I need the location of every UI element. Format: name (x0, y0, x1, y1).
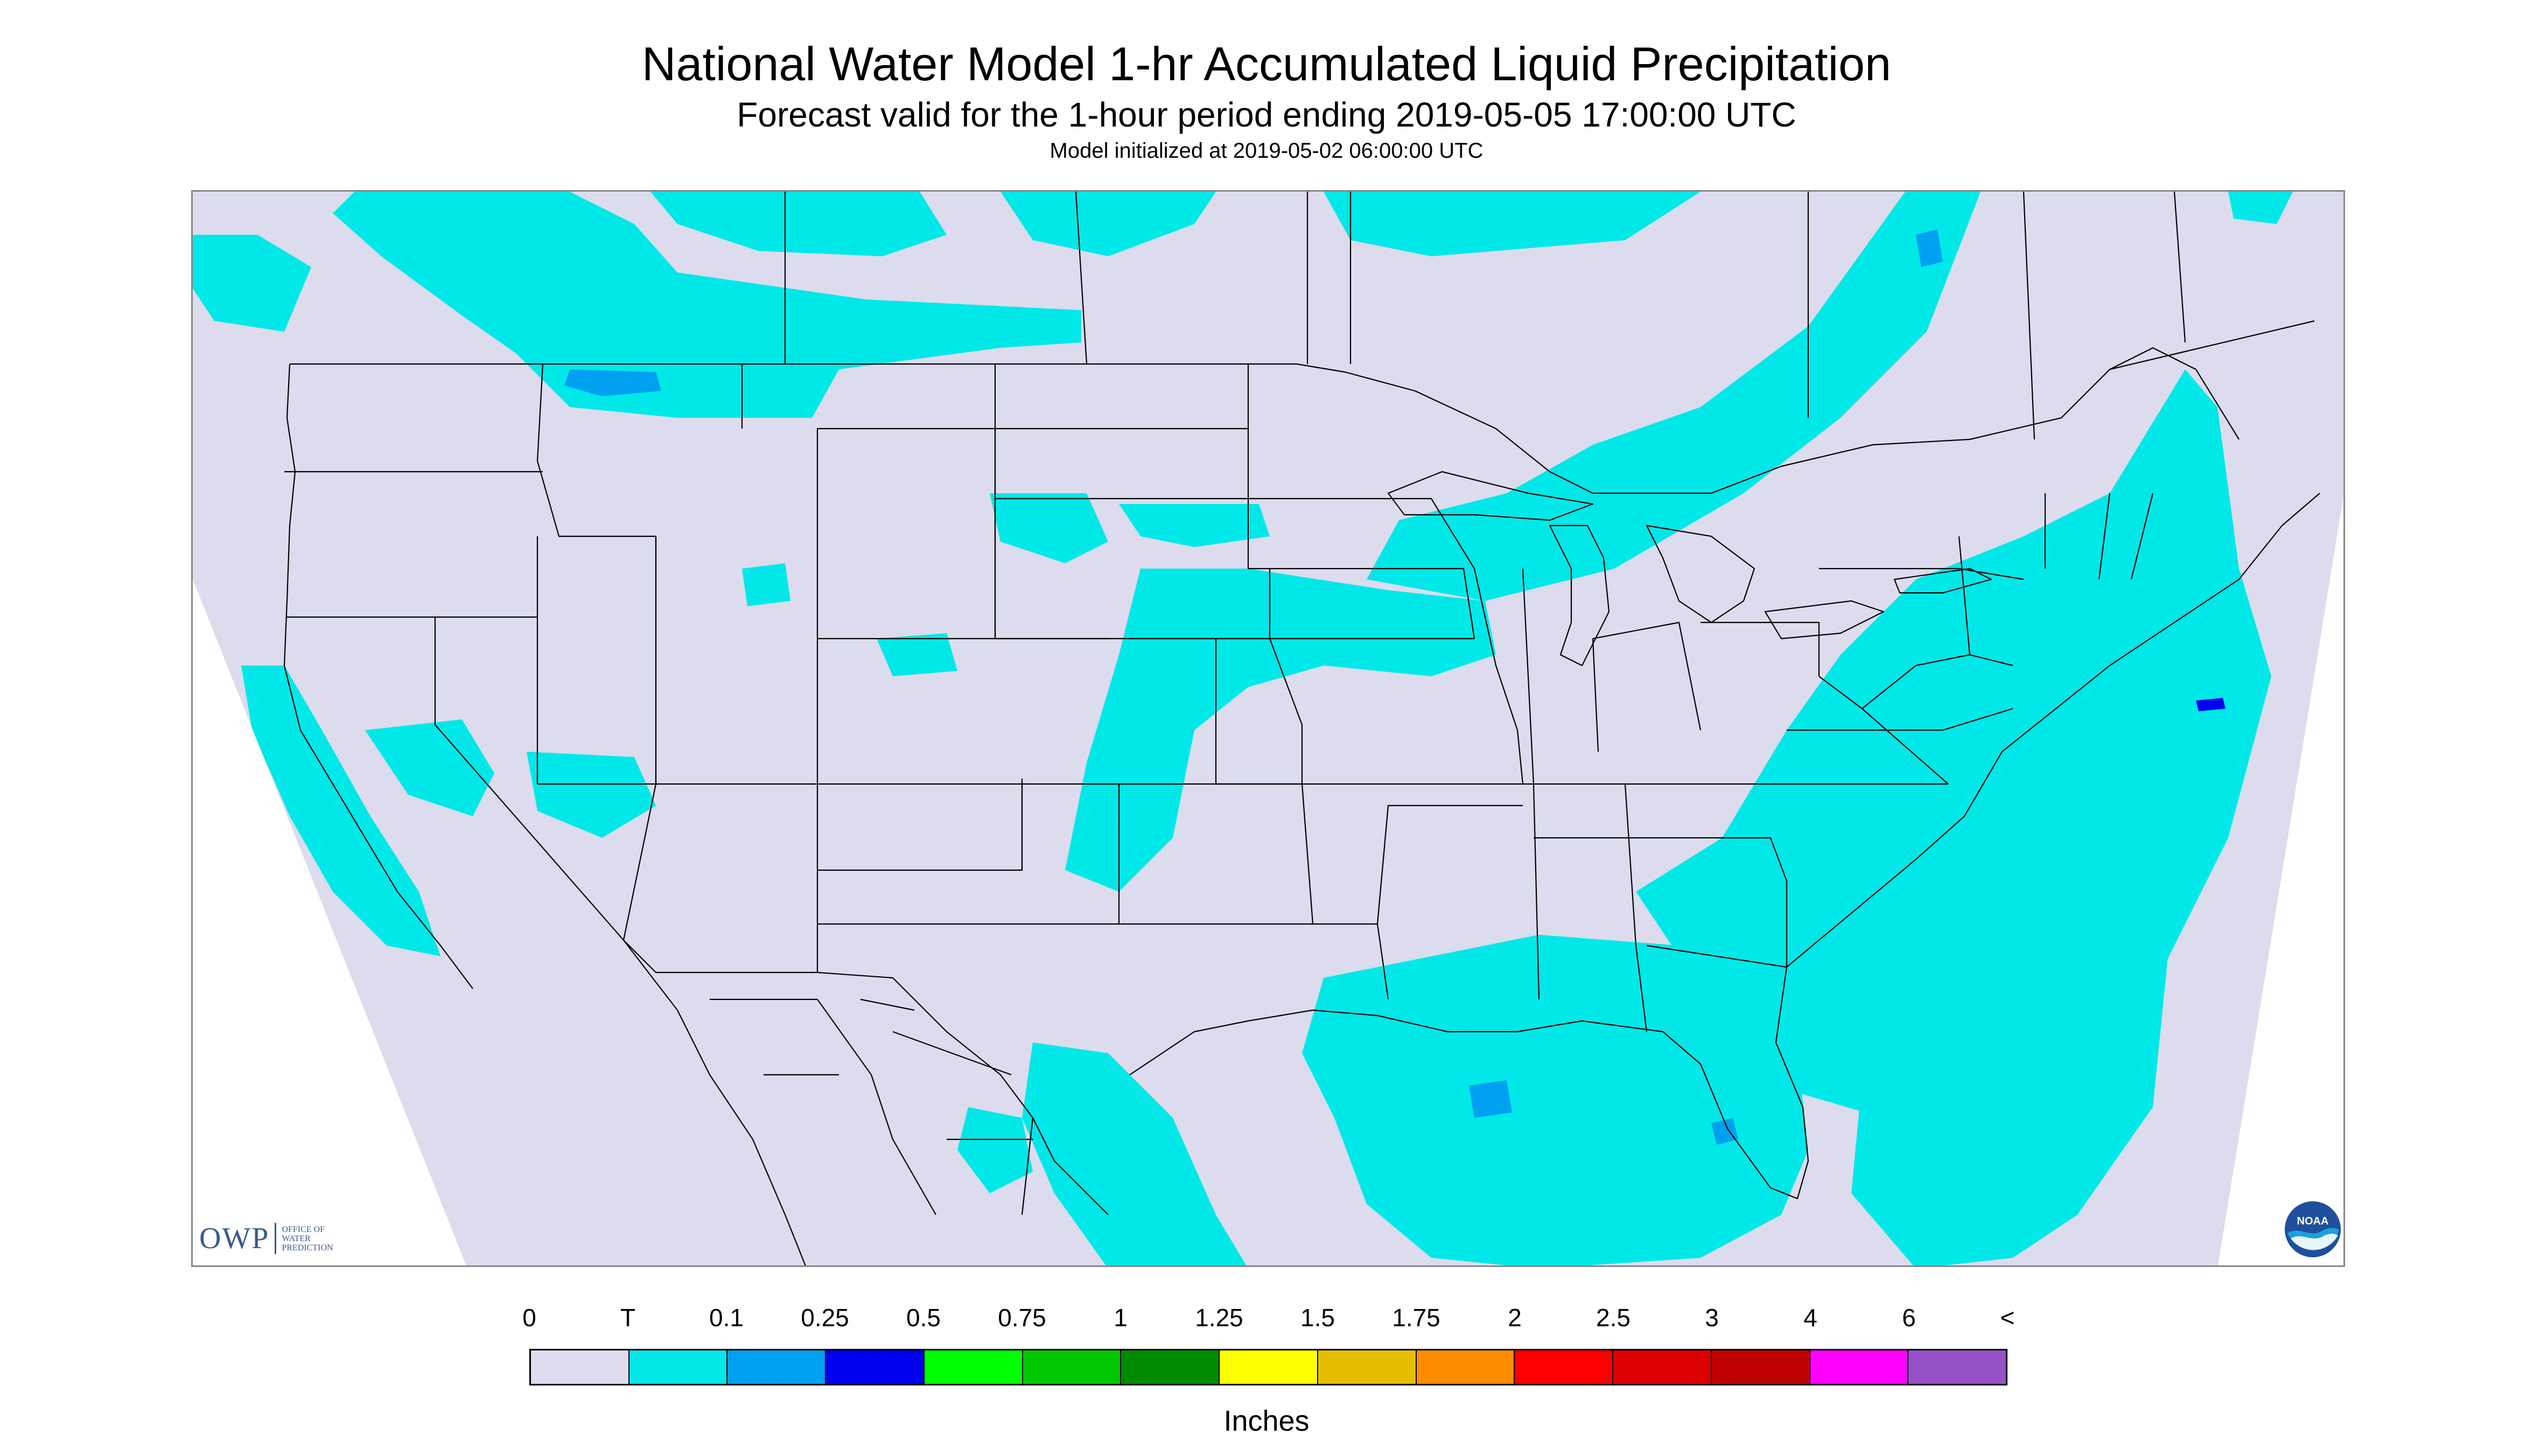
legend-swatch (1318, 1350, 1417, 1384)
legend-tick-label: 1 (1114, 1304, 1128, 1332)
precip-area (1065, 569, 1496, 892)
legend-tick-label: 3 (1705, 1304, 1719, 1332)
owp-text: OFFICE OF WATER PREDICTION (282, 1225, 333, 1252)
owp-mark: OWP (199, 1222, 270, 1255)
legend-tick-label: 1.5 (1300, 1304, 1335, 1332)
legend-tick-label: 0 (522, 1304, 536, 1332)
legend-tick-label: 0.1 (709, 1304, 744, 1332)
owp-logo: OWP OFFICE OF WATER PREDICTION (199, 1222, 333, 1255)
precip-area (1119, 504, 1270, 547)
legend-tick-label: 2.5 (1596, 1304, 1631, 1332)
precip-area (333, 192, 1081, 418)
legend-swatch (1908, 1350, 2006, 1384)
legend-swatch (1810, 1350, 1909, 1384)
precip-area-heavy (2196, 698, 2226, 711)
precip-area (527, 752, 656, 838)
precip-area-light (1469, 1080, 1512, 1118)
chart-subtitle: Forecast valid for the 1-hour period end… (737, 95, 1796, 134)
gulf-atlantic-coast (1129, 493, 2320, 1200)
state-boundaries (283, 192, 2320, 1265)
precip-area (957, 1107, 1033, 1193)
precip-area (2228, 192, 2293, 224)
noaa-label: NOAA (2297, 1215, 2329, 1227)
precip-area (650, 192, 947, 256)
noaa-logo-icon: NOAA (2285, 1201, 2341, 1257)
legend-tick-label: 0.75 (998, 1304, 1046, 1332)
legend-tick-label: 4 (1803, 1304, 1817, 1332)
pacific-coast (283, 363, 473, 989)
legend-tick-label: 1.75 (1392, 1304, 1440, 1332)
legend-tick-label: 0.5 (906, 1304, 941, 1332)
precip-area (193, 235, 311, 332)
chart-title: National Water Model 1-hr Accumulated Li… (641, 37, 1892, 90)
legend-swatch (1023, 1350, 1122, 1384)
precip-area (877, 633, 957, 676)
us-canada-border (290, 347, 2240, 494)
canada-provinces (784, 192, 2315, 440)
model-init-line: Model initialized at 2019-05-02 06:00:00… (1049, 139, 1484, 163)
legend-tick-label: 2 (1508, 1304, 1522, 1332)
precip-area (1000, 192, 1216, 256)
precip-area (1302, 935, 1808, 1265)
legend-tick-label: 6 (1902, 1304, 1916, 1332)
owp-separator (275, 1223, 277, 1254)
mexico-states (623, 940, 1034, 1265)
legend-swatch (531, 1350, 629, 1384)
legend-tick-label: 1.25 (1195, 1304, 1243, 1332)
owp-text-line-3: PREDICTION (282, 1243, 333, 1252)
map-outside-area (193, 496, 2343, 1265)
precip-area (742, 563, 790, 606)
precip-area-light (1711, 1118, 1738, 1145)
legend-units: Inches (1223, 1405, 1310, 1437)
precip-area (241, 666, 440, 956)
legend-swatch (924, 1350, 1023, 1384)
precip-area (1851, 892, 2174, 1265)
precip-area (1324, 192, 1701, 256)
precip-area (365, 719, 494, 816)
legend-tick-label: T (620, 1304, 636, 1332)
legend-swatch (1515, 1350, 1614, 1384)
precip-area (990, 493, 1108, 563)
owp-text-line-2: WATER (282, 1234, 311, 1243)
precip-area (1367, 192, 1981, 601)
precipitation-map (193, 192, 2343, 1265)
precip-area-light (564, 369, 661, 396)
precip-area (1022, 1042, 1247, 1265)
precip-area-light (1916, 229, 1943, 267)
map-panel (191, 190, 2345, 1267)
precipitation-layer (193, 192, 2293, 1265)
legend-swatch (1121, 1350, 1220, 1384)
legend-swatch (727, 1350, 827, 1384)
legend-tick-label: < (2000, 1304, 2015, 1332)
legend-swatch (1220, 1350, 1318, 1384)
legend-tick-label: 0.25 (801, 1304, 849, 1332)
legend-swatch (1613, 1350, 1712, 1384)
great-lakes (1387, 471, 1992, 667)
owp-text-line-1: OFFICE OF (282, 1224, 325, 1234)
legend-swatch (1416, 1350, 1515, 1384)
legend-swatch (629, 1350, 728, 1384)
legend-swatch (1711, 1350, 1810, 1384)
legend-swatch (826, 1350, 925, 1384)
precipitation-legend (529, 1349, 2007, 1385)
